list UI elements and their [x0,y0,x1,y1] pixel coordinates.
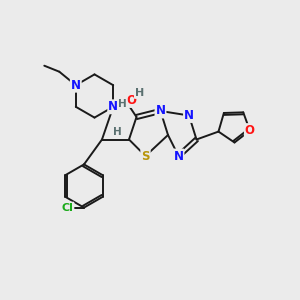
Text: O: O [126,94,136,107]
Text: Cl: Cl [61,202,74,213]
Text: N: N [173,149,184,163]
Text: H: H [135,88,144,98]
Text: H: H [112,127,122,137]
Text: N: N [71,79,81,92]
Text: N: N [155,104,166,118]
Text: O: O [245,124,255,137]
Text: H: H [118,99,127,109]
Text: S: S [141,149,150,163]
Text: N: N [108,100,118,113]
Text: N: N [184,109,194,122]
